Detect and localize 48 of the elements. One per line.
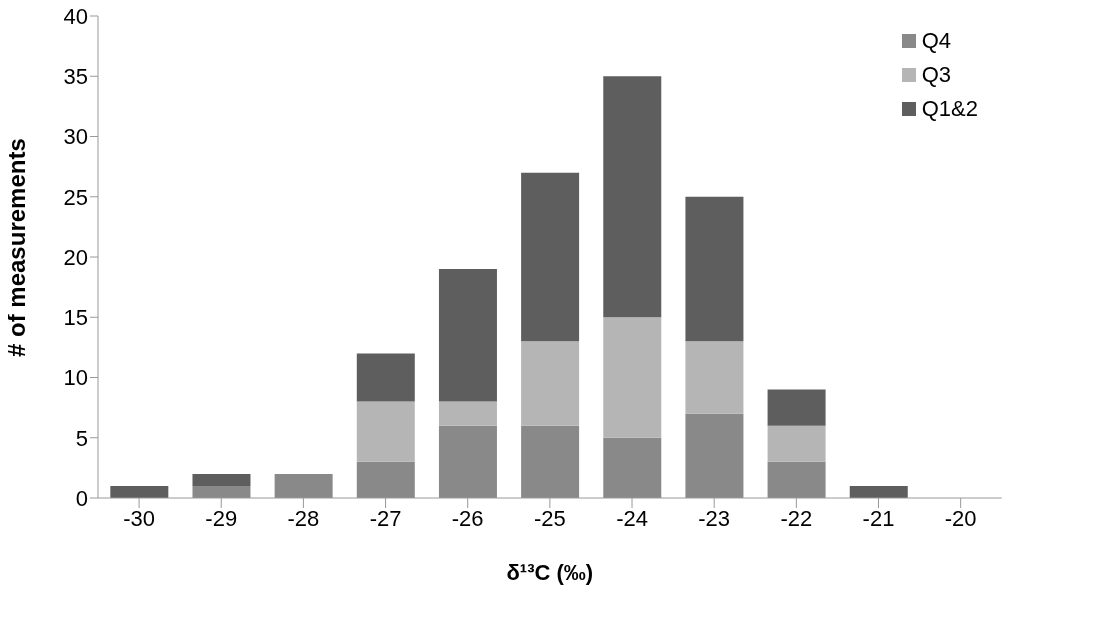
- y-axis-title: # of measurements: [2, 138, 30, 357]
- x-tick-label: -22: [780, 505, 813, 531]
- y-tick-label: 15: [63, 305, 88, 331]
- x-tick-label: -26: [451, 505, 484, 531]
- x-tick-label: -29: [205, 505, 238, 531]
- bar: [767, 461, 826, 498]
- legend-label: Q3: [921, 62, 952, 88]
- bar: [603, 437, 662, 498]
- bar: [356, 461, 415, 498]
- bar: [438, 269, 497, 402]
- legend-label: Q4: [921, 28, 952, 54]
- bar: [438, 425, 497, 498]
- x-tick-label: -23: [698, 505, 731, 531]
- bar: [685, 341, 744, 414]
- x-tick-label: -24: [616, 505, 648, 531]
- bar: [767, 389, 826, 426]
- y-tick-label: 10: [63, 365, 88, 391]
- bar: [685, 413, 744, 498]
- bar: [849, 485, 908, 498]
- y-tick-label: 35: [63, 64, 88, 90]
- x-tick-label: -25: [533, 505, 566, 531]
- bar: [685, 196, 744, 342]
- legend-label: Q1&2: [921, 96, 978, 122]
- bar: [438, 401, 497, 426]
- y-tick-label: 40: [63, 3, 88, 29]
- bar: [521, 172, 580, 342]
- bar: [274, 473, 333, 498]
- bar: [356, 353, 415, 402]
- y-tick-label: 20: [63, 244, 88, 270]
- x-tick-label: -21: [862, 505, 895, 531]
- x-axis-title: δ¹³C (‰): [506, 560, 594, 585]
- bar: [767, 425, 826, 462]
- bar: [521, 341, 580, 426]
- x-tick-label: -27: [369, 505, 402, 531]
- y-tick-label: 30: [63, 124, 88, 150]
- bar: [192, 485, 251, 498]
- bar: [603, 317, 662, 438]
- bar: [356, 401, 415, 462]
- bar: [603, 76, 662, 318]
- y-tick-label: 25: [63, 184, 88, 210]
- x-tick-label: -28: [287, 505, 320, 531]
- y-tick-label: 5: [75, 425, 88, 451]
- y-tick-label: 0: [75, 485, 88, 511]
- x-tick-label: -20: [944, 505, 977, 531]
- x-tick-label: -30: [123, 505, 155, 531]
- bar: [110, 485, 169, 498]
- bar: [192, 473, 251, 486]
- bar: [521, 425, 580, 498]
